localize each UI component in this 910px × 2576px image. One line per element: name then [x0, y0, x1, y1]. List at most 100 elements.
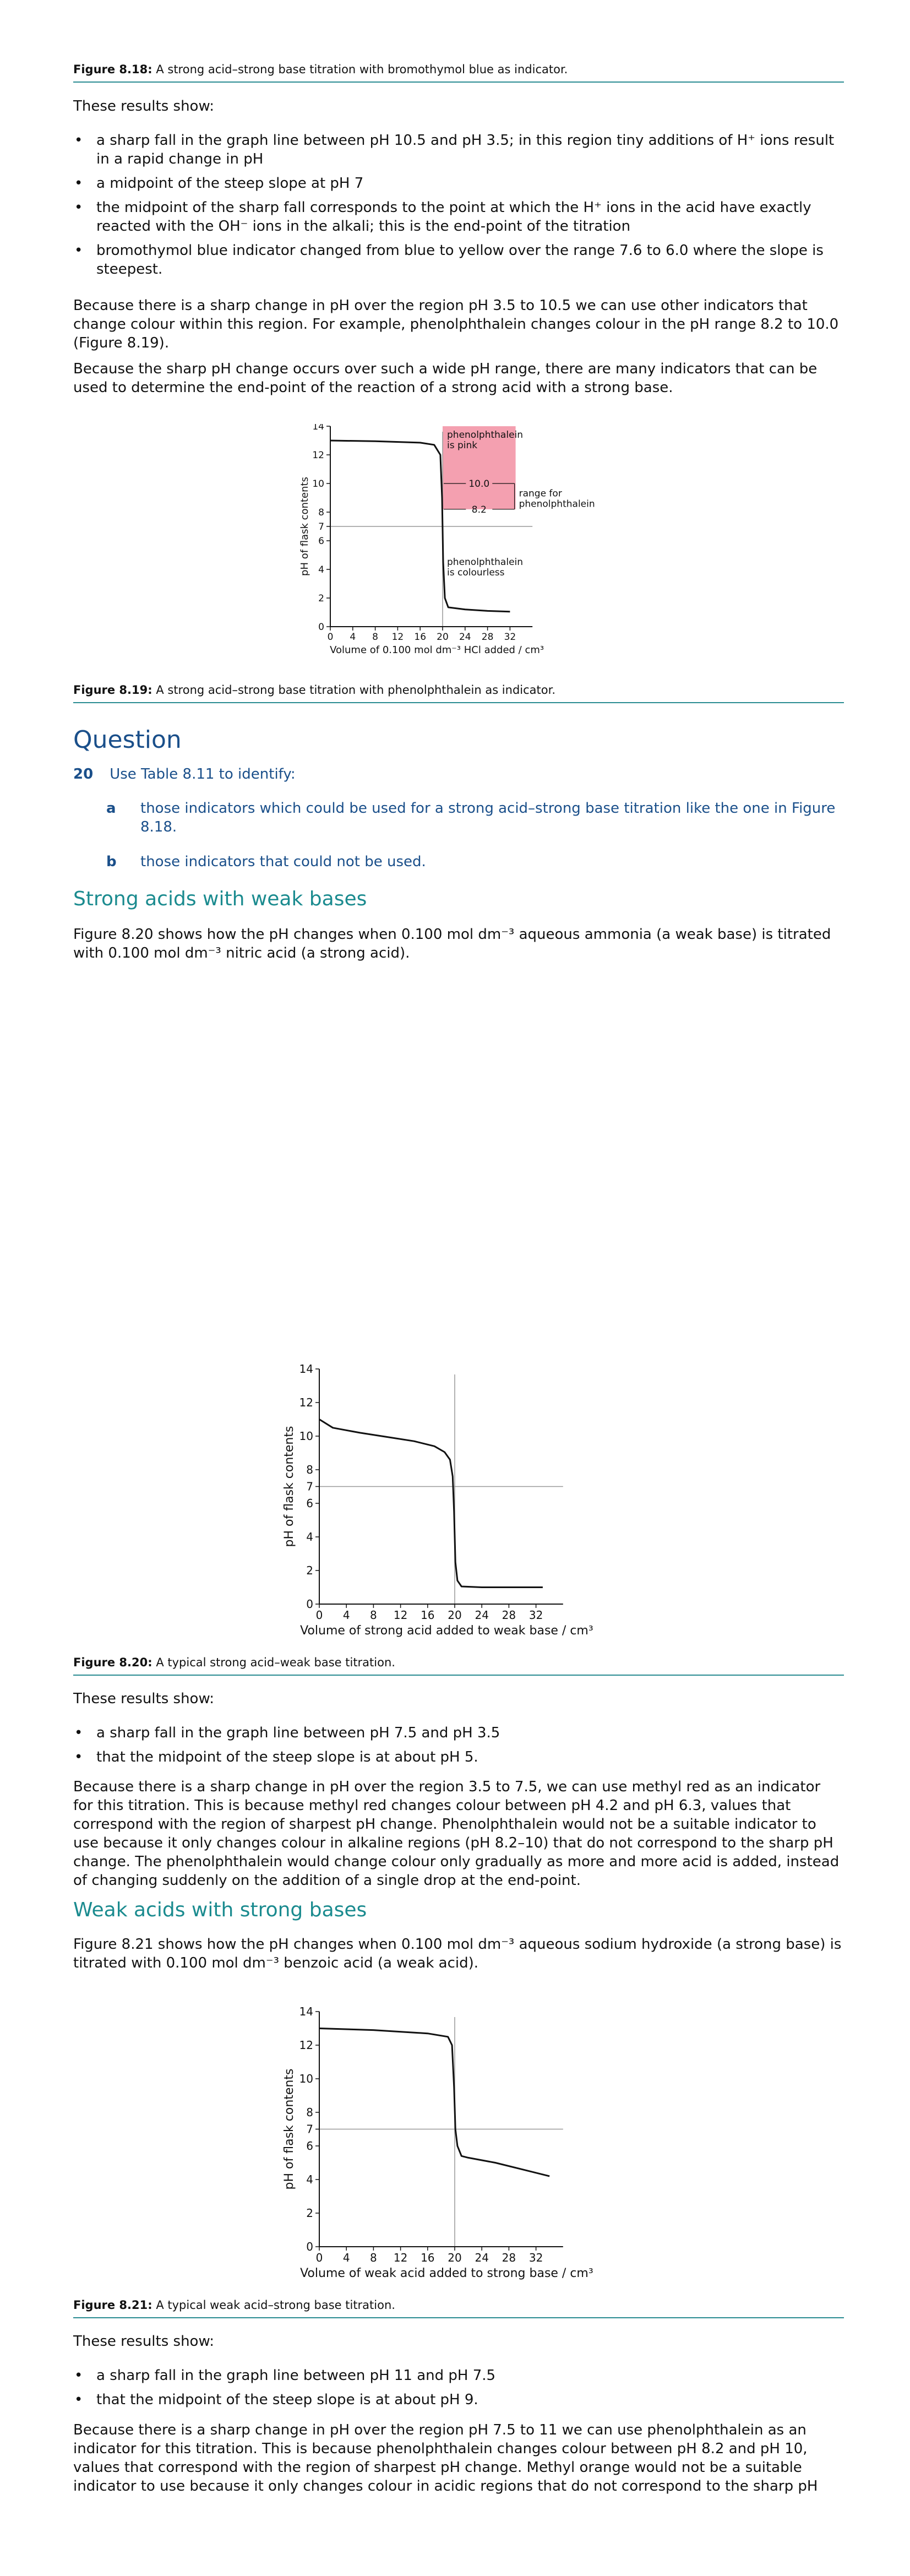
y-tick-label: 7: [318, 521, 324, 532]
y-tick-label: 8: [318, 507, 324, 518]
x-tick-label: 16: [421, 2251, 434, 2264]
y-axis-label: pH of flask contents: [300, 477, 310, 576]
x-tick-label: 8: [370, 2251, 377, 2264]
results-list: a sharp fall in the graph line between p…: [73, 131, 844, 284]
y-tick-label: 14: [312, 424, 324, 432]
results-intro: These results show:: [73, 2333, 215, 2350]
x-tick-label: 32: [529, 1608, 543, 1622]
figure-label: Figure 8.20:: [73, 1656, 152, 1669]
y-tick-label: 4: [306, 1530, 313, 1544]
titration-curve: [319, 1419, 543, 1588]
section-heading: Strong acids with weak bases: [73, 888, 367, 910]
x-tick-label: 28: [502, 2251, 516, 2264]
y-tick-label: 10: [312, 479, 324, 490]
x-tick-label: 0: [316, 2251, 323, 2264]
band-label: phenolphthalein: [519, 498, 595, 509]
results-intro: These results show:: [73, 98, 215, 115]
x-axis-label: Volume of weak acid added to strong base…: [300, 2267, 593, 2280]
x-tick-label: 4: [343, 2251, 350, 2264]
paragraph: Because there is a sharp change in pH ov…: [73, 297, 839, 351]
x-tick-label: 12: [392, 632, 404, 643]
x-tick-label: 20: [448, 1608, 461, 1622]
x-tick-label: 28: [482, 632, 494, 643]
bullet-item: a sharp fall in the graph line between p…: [73, 1724, 844, 1742]
band-label: is colourless: [447, 567, 505, 578]
figure-label: Figure 8.18:: [73, 63, 152, 76]
x-axis-label: Volume of strong acid added to weak base…: [300, 1624, 593, 1638]
y-tick-label: 2: [318, 593, 324, 604]
figure-8-18-caption: Figure 8.18: A strong acid–strong base t…: [73, 62, 844, 83]
x-tick-label: 28: [502, 1608, 516, 1622]
x-axis-label: Volume of 0.100 mol dm⁻³ HCl added / cm³: [330, 644, 544, 656]
band-label: is pink: [447, 440, 477, 451]
x-tick-label: 12: [394, 2251, 407, 2264]
y-tick-label: 6: [306, 2139, 313, 2153]
results-list: a sharp fall in the graph line between p…: [73, 1724, 844, 1772]
y-tick-label: 0: [306, 1597, 313, 1611]
y-tick-label: 4: [306, 2173, 313, 2186]
y-tick-label: 12: [312, 450, 324, 461]
question-number: 20: [73, 766, 94, 782]
y-axis-label: pH of flask contents: [282, 1426, 296, 1547]
y-tick-label: 12: [299, 2039, 313, 2052]
y-tick-label: 0: [318, 622, 324, 633]
x-tick-label: 24: [475, 2251, 488, 2264]
y-tick-label: 6: [306, 1497, 313, 1510]
x-tick-label: 4: [350, 632, 356, 643]
x-tick-label: 0: [328, 632, 334, 643]
bullet-item: a midpoint of the steep slope at pH 7: [73, 174, 844, 193]
bullet-item: bromothymol blue indicator changed from …: [73, 241, 844, 279]
x-tick-label: 16: [414, 632, 426, 643]
results-intro: These results show:: [73, 1691, 215, 1707]
y-tick-label: 12: [299, 1396, 313, 1409]
paragraph: Because there is a sharp change in pH ov…: [73, 2422, 818, 2495]
y-tick-label: 10: [299, 2072, 313, 2085]
part-text: those indicators that could not be used.: [140, 854, 426, 870]
x-tick-label: 32: [529, 2251, 543, 2264]
x-tick-label: 24: [475, 1608, 488, 1622]
bullet-item: that the midpoint of the steep slope is …: [73, 1748, 844, 1767]
band-label: phenolphthalein: [447, 557, 523, 568]
figure-caption-text: A strong acid–strong base titration with…: [152, 683, 555, 697]
y-tick-label: 7: [306, 2123, 313, 2136]
y-tick-label: 0: [306, 2240, 313, 2253]
paragraph: Figure 8.20 shows how the pH changes whe…: [73, 926, 831, 961]
figure-label: Figure 8.21:: [73, 2298, 152, 2312]
titration-curve: [330, 439, 510, 613]
question-part-a: a those indicators which could be used f…: [106, 799, 844, 836]
band-label: 8.2: [472, 504, 487, 515]
question-20: 20 Use Table 8.11 to identify:: [73, 765, 296, 784]
x-tick-label: 0: [316, 1608, 323, 1622]
figure-8-20-caption: Figure 8.20: A typical strong acid–weak …: [73, 1655, 844, 1676]
y-tick-label: 8: [306, 1463, 313, 1476]
x-tick-label: 8: [370, 1608, 377, 1622]
x-tick-label: 16: [421, 1608, 434, 1622]
band-label: phenolphthalein: [447, 430, 523, 441]
part-letter: a: [106, 800, 116, 817]
question-part-b: b those indicators that could not be use…: [106, 852, 844, 871]
y-tick-label: 2: [306, 2207, 313, 2220]
figure-8-21-caption: Figure 8.21: A typical weak acid–strong …: [73, 2297, 844, 2318]
section-heading: Weak acids with strong bases: [73, 1899, 367, 1921]
y-tick-label: 6: [318, 536, 324, 547]
figure-caption-text: A strong acid–strong base titration with…: [152, 63, 568, 76]
figure-label: Figure 8.19:: [73, 683, 152, 697]
y-tick-label: 14: [299, 2005, 313, 2018]
paragraph: Figure 8.21 shows how the pH changes whe…: [73, 1936, 842, 1971]
x-tick-label: 20: [437, 632, 449, 643]
y-tick-label: 4: [318, 564, 324, 575]
x-tick-label: 20: [448, 2251, 461, 2264]
y-axis-label: pH of flask contents: [282, 2069, 296, 2190]
results-list: a sharp fall in the graph line between p…: [73, 2366, 844, 2415]
figure-caption-text: A typical weak acid–strong base titratio…: [152, 2298, 395, 2312]
x-tick-label: 8: [372, 632, 378, 643]
band-label: 10.0: [468, 479, 489, 490]
y-tick-label: 10: [299, 1430, 313, 1443]
x-tick-label: 32: [504, 632, 516, 643]
phenolphthalein-pink-band: [443, 426, 516, 509]
bullet-item: that the midpoint of the steep slope is …: [73, 2390, 844, 2409]
x-tick-label: 4: [343, 1608, 350, 1622]
paragraph: Because there is a sharp change in pH ov…: [73, 1779, 840, 1889]
